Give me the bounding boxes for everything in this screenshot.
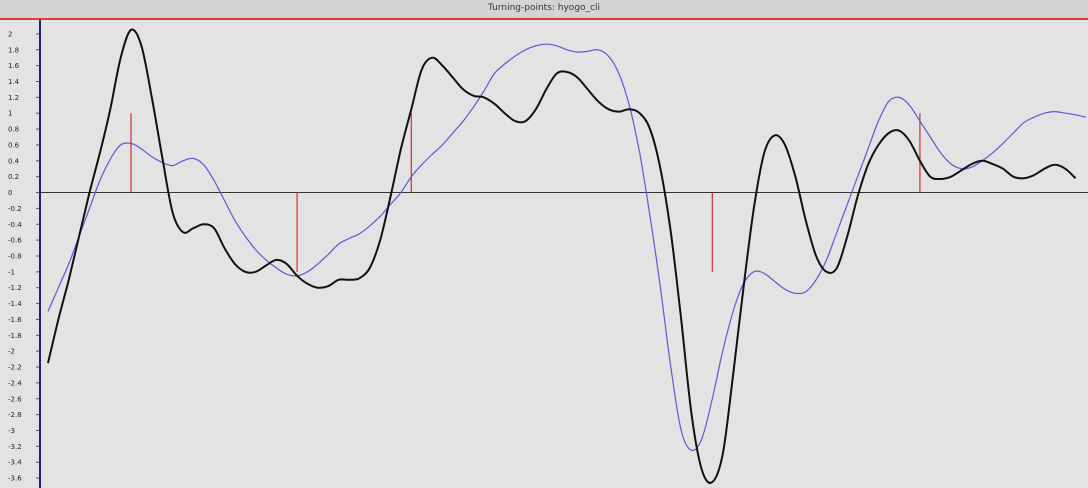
- window-title: Turning-points: hyogo_cli: [488, 3, 600, 13]
- y-tick-label: 0: [8, 189, 12, 197]
- y-tick-label: -2.8: [8, 411, 22, 419]
- y-tick-label: 1.4: [8, 78, 20, 86]
- y-tick-label: 0.4: [8, 157, 20, 165]
- y-tick-label: 0.2: [8, 173, 19, 181]
- y-tick-label: -3.4: [8, 459, 22, 467]
- y-tick-label: 0.8: [8, 126, 19, 134]
- turning-point-markers: [130, 113, 921, 272]
- y-tick-label: -1.4: [8, 300, 22, 308]
- y-tick-label: 1.8: [8, 46, 19, 54]
- y-tick-label: -2.6: [8, 395, 22, 403]
- y-tick-label: -1.2: [8, 284, 22, 292]
- chart-plot: 2 1.8 1.6 1.4 1.2 1 0.8 0.6 0.4 0.2 0 -0.2 -0.4 -0.6 -…: [8, 20, 1088, 488]
- y-axis-ticks: 2 1.8 1.6 1.4 1.2 1 0.8 0.6 0.4 0.2 0 -0.2 -0.4 -0.6 -…: [8, 30, 40, 483]
- y-tick-label: 1.2: [8, 94, 19, 102]
- y-tick-label: -2: [8, 348, 15, 356]
- y-tick-label: 0.6: [8, 141, 20, 149]
- series-line-black: [47, 28, 1077, 484]
- y-tick-label: 1: [8, 110, 12, 118]
- y-tick-label: -3: [8, 427, 15, 435]
- series-line-blue: [47, 43, 1087, 452]
- y-tick-label: -1.6: [8, 316, 22, 324]
- y-tick-label: -0.6: [8, 237, 22, 245]
- y-tick-label: -2.2: [8, 364, 22, 372]
- y-tick-label: 2: [8, 30, 12, 38]
- y-tick-label: -0.8: [8, 252, 22, 260]
- y-tick-label: -2.4: [8, 379, 22, 387]
- series-lines: [47, 28, 1087, 484]
- y-tick-label: -0.2: [8, 205, 22, 213]
- y-tick-label: -1: [8, 268, 15, 276]
- y-tick-label: -0.4: [8, 221, 22, 229]
- y-tick-label: -1.8: [8, 332, 22, 340]
- y-tick-label: -3.6: [8, 475, 22, 483]
- y-tick-label: 1.6: [8, 62, 20, 70]
- title-bar: Turning-points: hyogo_cli: [0, 0, 1088, 20]
- y-tick-label: -3.2: [8, 443, 22, 451]
